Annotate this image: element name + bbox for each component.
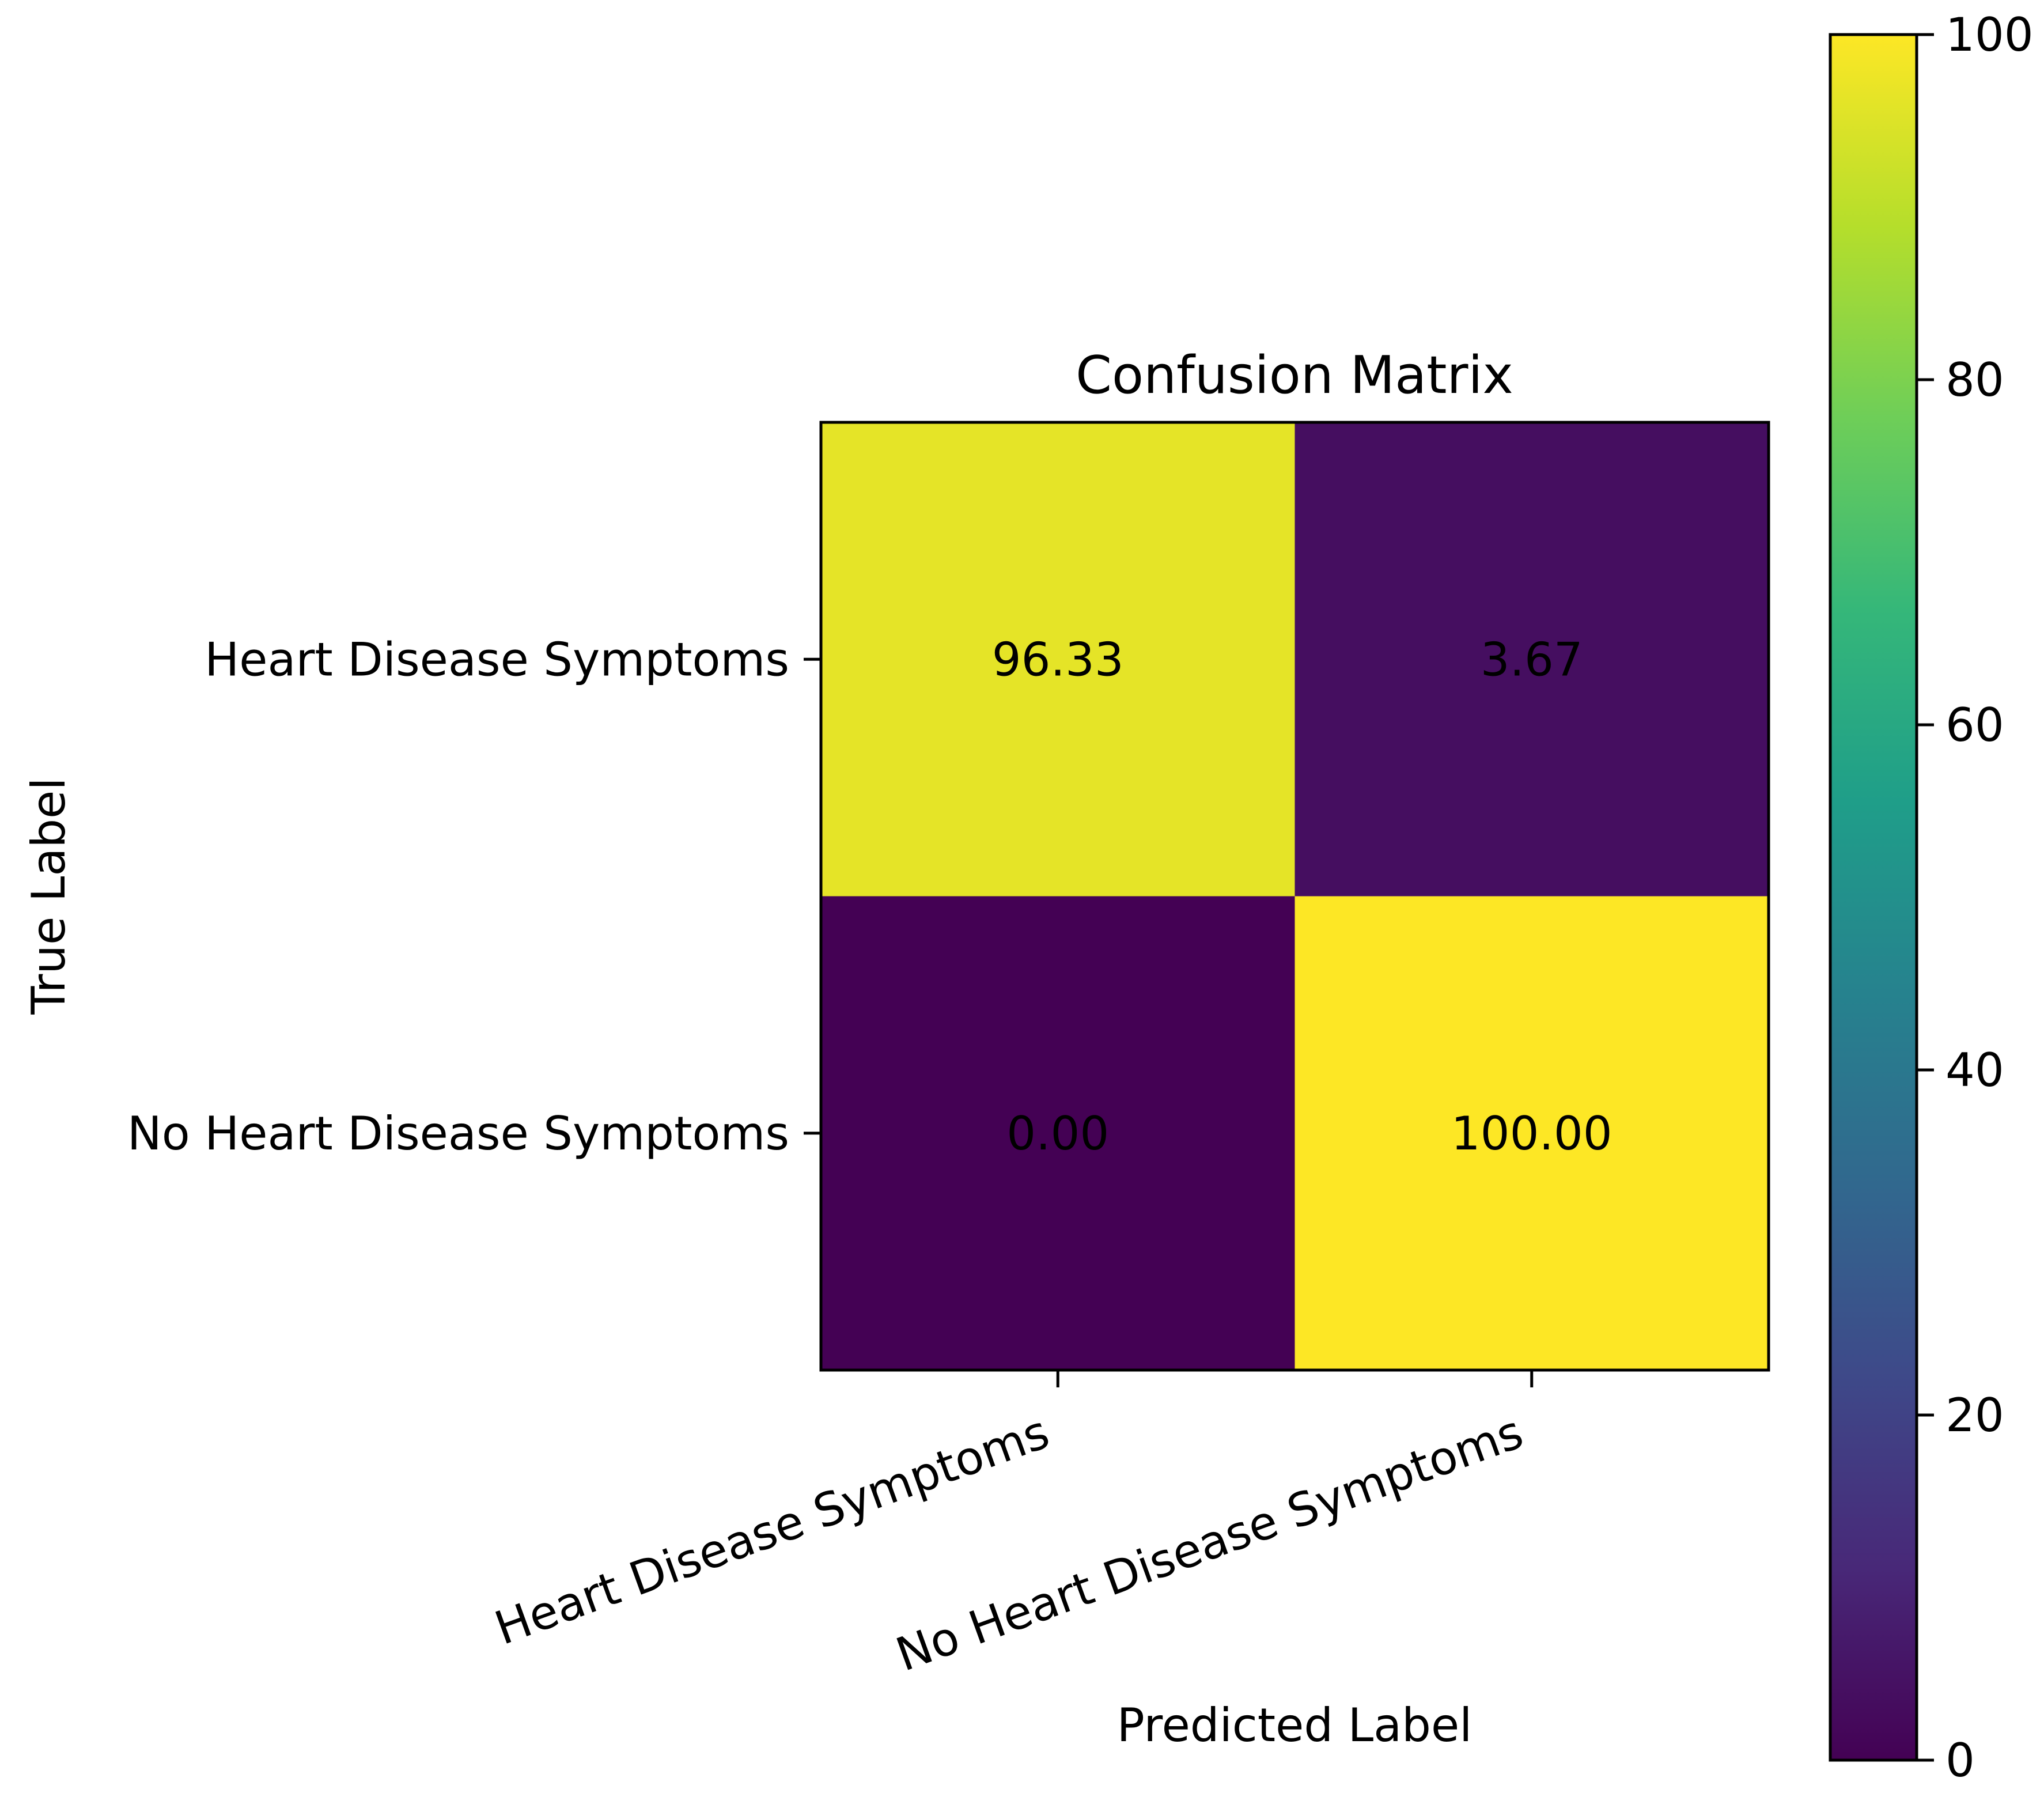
- colorbar-tick-label: 60: [1945, 698, 2004, 752]
- chart-title: Confusion Matrix: [1076, 345, 1513, 406]
- plot-frame: [819, 421, 1770, 1372]
- cell-value-label: 96.33: [992, 633, 1124, 686]
- y-axis-label: True Label: [22, 777, 75, 1015]
- heatmap-cell: [821, 422, 1295, 896]
- heatmap-value-labels: 96.33 3.67 0.00 100.00: [992, 633, 1613, 1160]
- heatmap-cell: [1294, 422, 1769, 896]
- y-tick-label: No Heart Disease Symptoms: [127, 1107, 789, 1160]
- colorbar-tick-label: 100: [1945, 8, 2034, 62]
- colorbar-tick-label: 40: [1945, 1043, 2004, 1097]
- heatmap-cell: [821, 896, 1295, 1371]
- cell-value-label: 3.67: [1481, 633, 1583, 686]
- colorbar-gradient: [1829, 33, 1918, 1762]
- colorbar: 0 20 40 60 80 100: [1829, 8, 2034, 1787]
- colorbar-tick-label: 80: [1945, 353, 2004, 407]
- cell-value-label: 0.00: [1006, 1107, 1109, 1160]
- colorbar-tick-label: 0: [1945, 1734, 1975, 1787]
- y-axis-ticks: Heart Disease Symptoms No Heart Disease S…: [127, 633, 821, 1160]
- colorbar-ticks: 0 20 40 60 80 100: [1917, 8, 2034, 1787]
- colorbar-tick-label: 20: [1945, 1389, 2004, 1442]
- heatmap-cell: [1294, 896, 1769, 1371]
- cell-value-label: 100.00: [1451, 1107, 1613, 1160]
- heatmap-cells: [821, 422, 1769, 1371]
- y-tick-label: Heart Disease Symptoms: [205, 633, 789, 686]
- x-axis-label: Predicted Label: [1117, 1699, 1473, 1752]
